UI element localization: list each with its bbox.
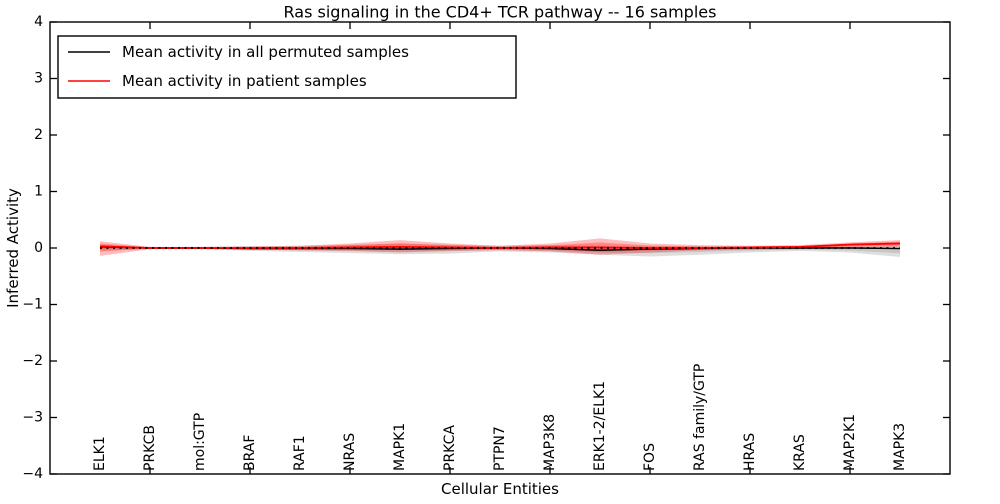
x-category-label: MAPK3 [892, 423, 908, 471]
legend: Mean activity in all permuted samples Me… [57, 35, 517, 99]
y-axis-title: Inferred Activity [4, 188, 22, 308]
x-category-label: MAPK1 [392, 423, 408, 471]
x-category-label: RAS family/GTP [692, 364, 708, 471]
y-tick-label: 2 [34, 127, 43, 143]
x-category-label: RAF1 [292, 435, 308, 471]
x-category-label: FOS [642, 443, 658, 471]
legend-label-permuted: Mean activity in all permuted samples [122, 43, 409, 61]
plot-area: −4 −3 −2 −1 0 1 2 3 4 ELK1 PRKCB mol:GTP BRAF RAF1 NRA… [22, 14, 950, 482]
y-tick-label: 0 [34, 240, 43, 256]
y-tick-label: −4 [22, 466, 43, 482]
x-category-label: mol:GTP [192, 413, 208, 471]
x-category-label: ELK1 [92, 436, 108, 471]
y-tick-label: 1 [34, 184, 43, 200]
y-tick-label: −2 [22, 353, 43, 369]
x-category-label: ERK1-2/ELK1 [592, 381, 608, 471]
y-tick-label: −1 [22, 297, 43, 313]
y-tick-label: 3 [34, 71, 43, 87]
legend-label-patient: Mean activity in patient samples [122, 72, 367, 90]
x-category-label: BRAF [242, 435, 258, 471]
patient-mean-line [99, 242, 901, 249]
x-category-label: MAP2K1 [842, 414, 858, 471]
x-category-label: NRAS [342, 433, 358, 471]
axes-frame [49, 21, 951, 475]
legend-box [57, 35, 517, 99]
x-category-label: PRKCA [442, 425, 458, 471]
y-tick-label: −3 [22, 410, 43, 426]
x-category-label: KRAS [792, 434, 808, 471]
chart-title: Ras signaling in the CD4+ TCR pathway --… [284, 3, 717, 22]
x-category-label: PTPN7 [492, 426, 508, 471]
x-category-label: PRKCB [142, 425, 158, 471]
y-tick-label: 4 [34, 14, 43, 30]
x-axis-title: Cellular Entities [441, 480, 559, 498]
x-category-label: MAP3K8 [542, 414, 558, 471]
x-category-label: HRAS [742, 433, 758, 471]
